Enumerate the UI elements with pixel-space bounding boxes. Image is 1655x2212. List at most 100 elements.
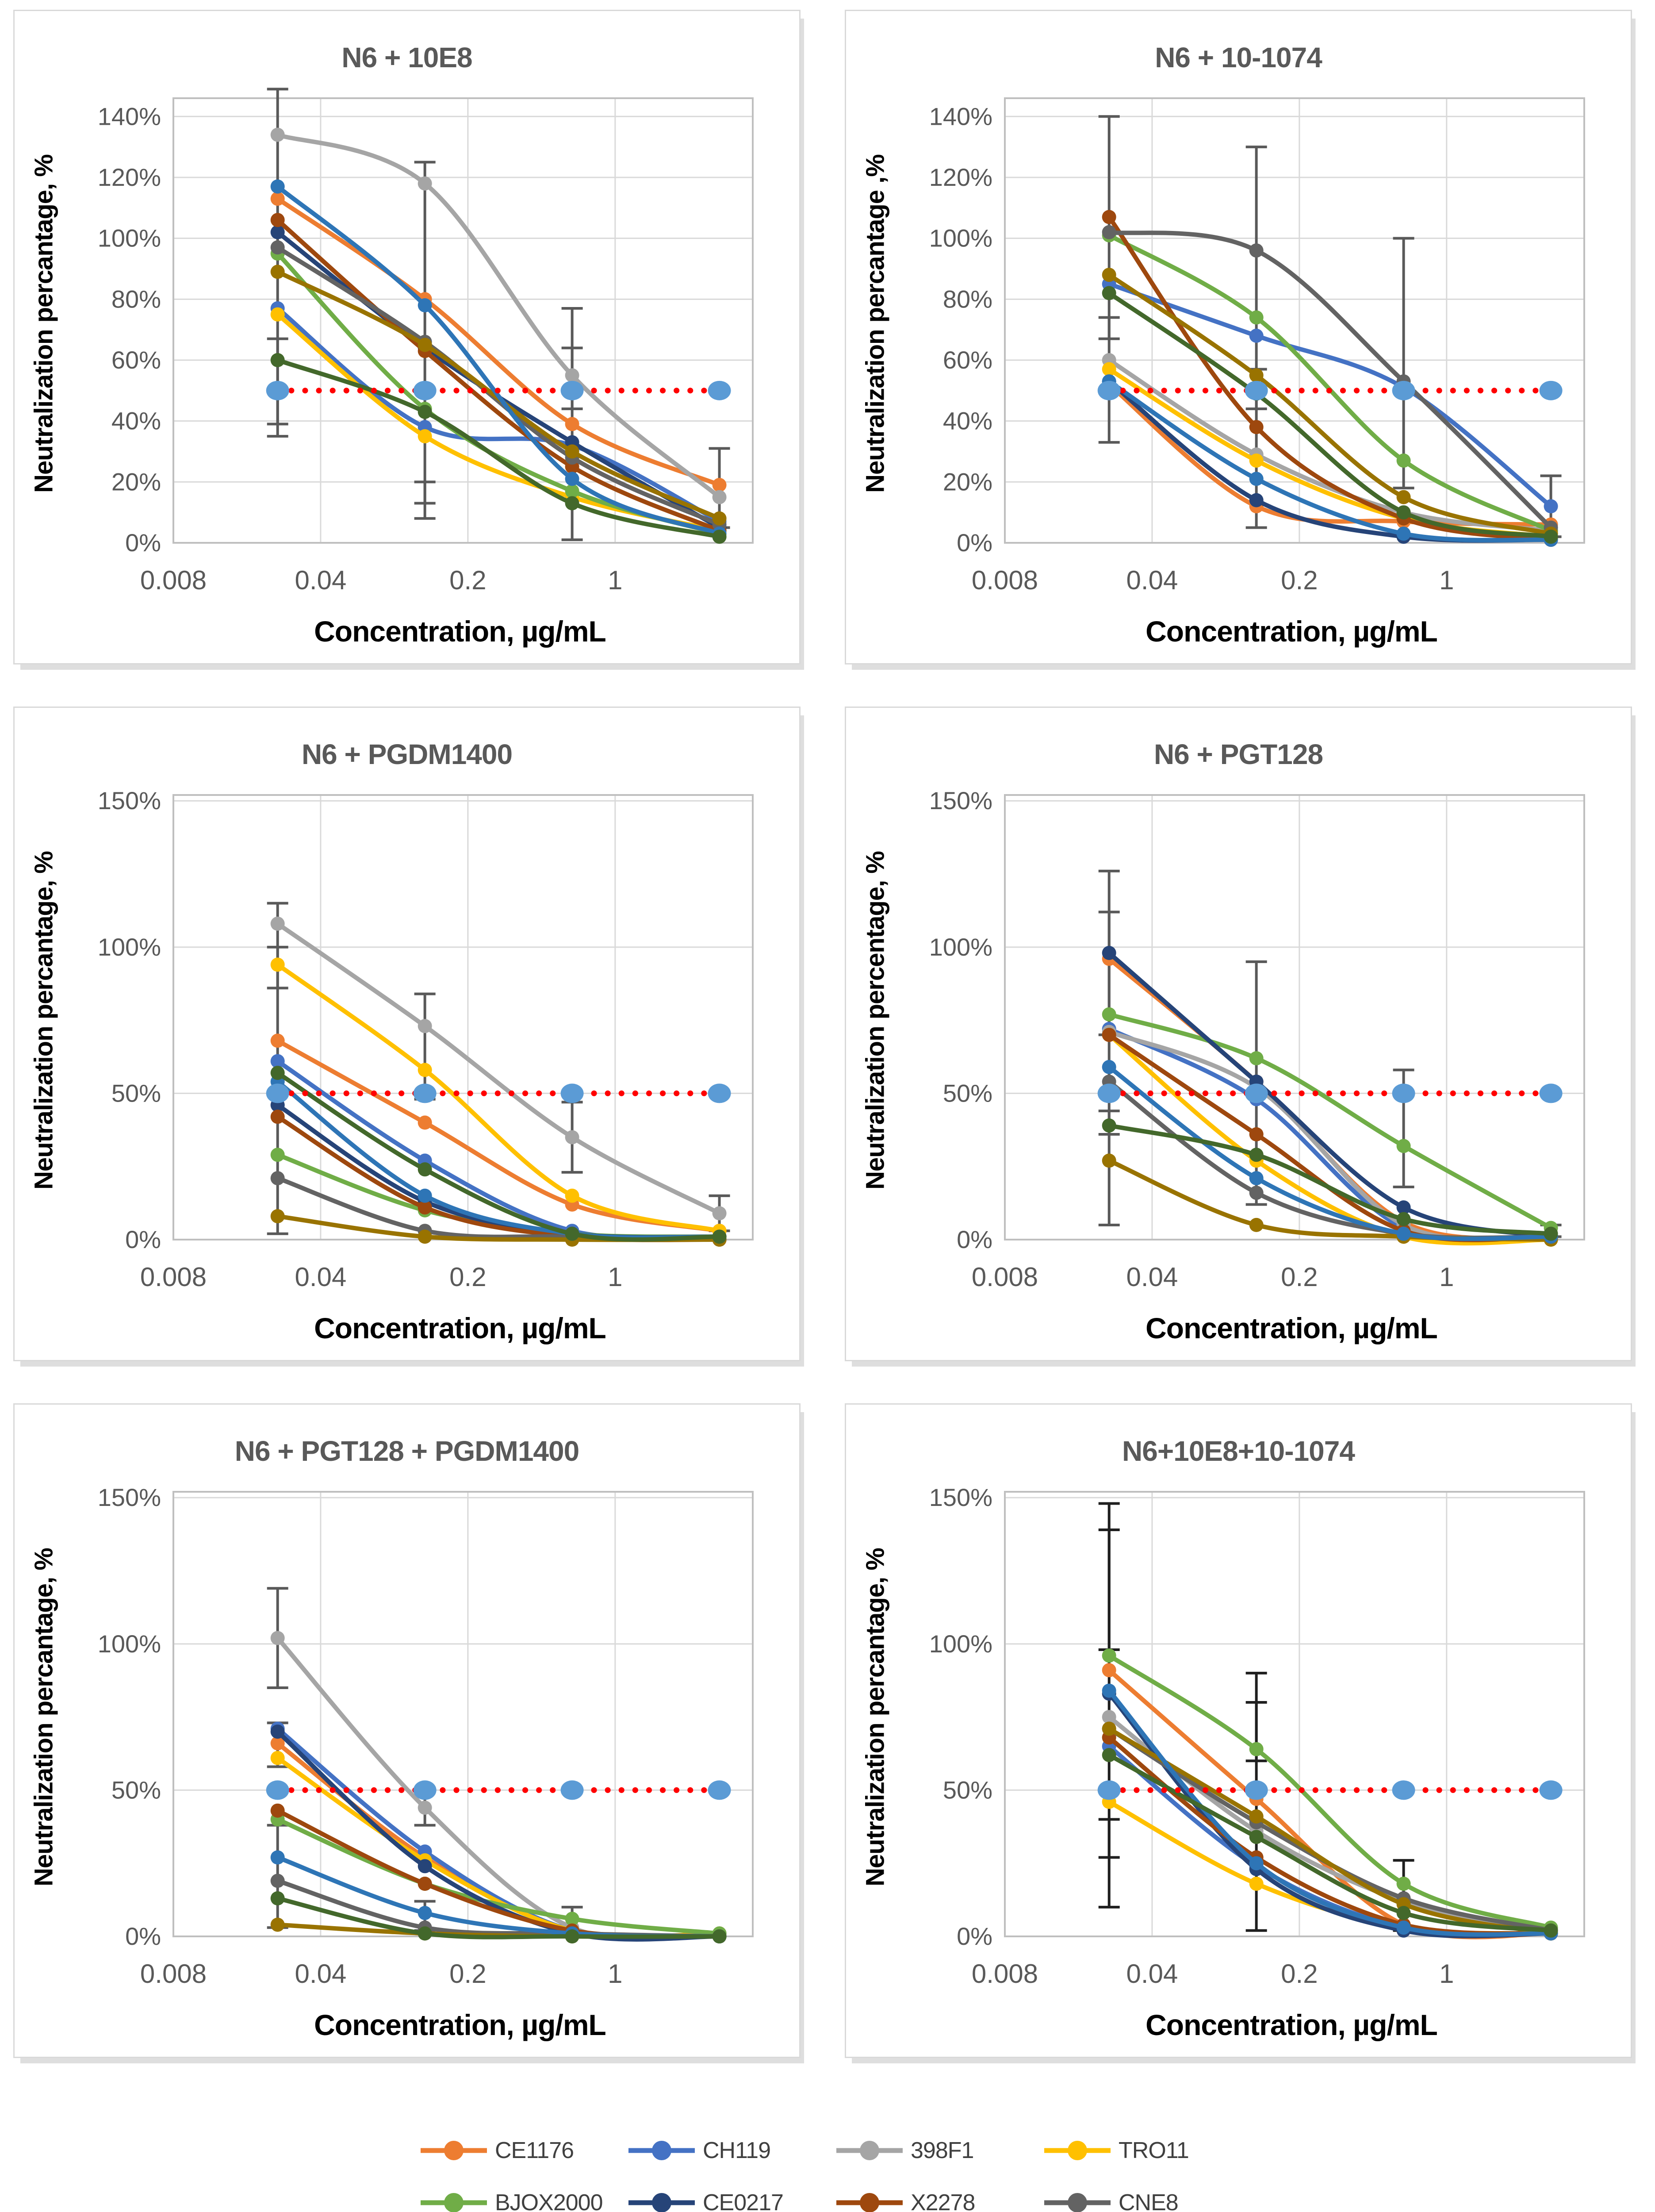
series-IC50 bbox=[266, 1083, 731, 1103]
y-axis-title: Neutralization percantage, % bbox=[29, 154, 58, 493]
legend-marker-398f1 bbox=[836, 2140, 903, 2161]
figure-legend: CE1176 CH119 398F1 TRO11 BJOX2000 CE0217… bbox=[421, 2124, 1270, 2212]
legend-marker-ce1176 bbox=[421, 2140, 487, 2161]
svg-text:0%: 0% bbox=[125, 1225, 161, 1253]
chart-canvas-n6-10e8-10-1074: 0% 50% 100% 150% 0.008 0.04 0.2 1 bbox=[929, 1483, 1585, 1989]
legend-label: X2278 bbox=[911, 2190, 975, 2212]
svg-text:120%: 120% bbox=[98, 163, 161, 191]
svg-text:0.04: 0.04 bbox=[1126, 565, 1178, 595]
svg-text:1: 1 bbox=[1439, 1262, 1454, 1292]
legend-label: 398F1 bbox=[911, 2138, 974, 2163]
legend-marker-x2278 bbox=[836, 2193, 903, 2212]
svg-text:0%: 0% bbox=[125, 1922, 161, 1950]
series-398F1 bbox=[270, 916, 727, 1221]
svg-text:0.2: 0.2 bbox=[1281, 1959, 1318, 1989]
chart-panel-n6-pgdm1400: N6 + PGDM1400 Neutralization percantage,… bbox=[13, 707, 801, 1361]
svg-text:100%: 100% bbox=[98, 1630, 161, 1658]
svg-text:0.2: 0.2 bbox=[1281, 1262, 1318, 1292]
svg-text:50%: 50% bbox=[111, 1776, 161, 1804]
svg-text:0%: 0% bbox=[957, 1225, 992, 1253]
svg-text:40%: 40% bbox=[943, 407, 992, 435]
chart-panel-n6-pgt128-pgdm1400: N6 + PGT128 + PGDM1400 Neutralization pe… bbox=[13, 1403, 801, 2058]
figure-grid: N6 + 10E8 Neutralization percantage, % 0… bbox=[13, 10, 1632, 2058]
svg-text:140%: 140% bbox=[929, 102, 992, 130]
svg-text:0.04: 0.04 bbox=[1126, 1959, 1178, 1989]
svg-text:0.008: 0.008 bbox=[972, 565, 1038, 595]
svg-text:0.2: 0.2 bbox=[1281, 565, 1318, 595]
y-axis-tick-labels: 0% 50% 100% 150% bbox=[98, 1483, 161, 1950]
svg-text:0.008: 0.008 bbox=[140, 565, 207, 595]
svg-text:0%: 0% bbox=[125, 529, 161, 557]
gridlines bbox=[1004, 794, 1585, 1240]
svg-text:50%: 50% bbox=[943, 1079, 992, 1107]
svg-text:0.04: 0.04 bbox=[295, 565, 347, 595]
svg-text:20%: 20% bbox=[943, 468, 992, 495]
svg-text:60%: 60% bbox=[111, 346, 161, 374]
chart-title: N6 + PGDM1400 bbox=[301, 738, 513, 770]
series-CE1176 bbox=[270, 192, 727, 492]
x-axis-title: Concentration, µg/mL bbox=[1145, 2008, 1438, 2041]
series-TRO11 bbox=[270, 307, 727, 538]
series-X2278 bbox=[270, 1803, 727, 1943]
gridlines bbox=[172, 1491, 754, 1937]
svg-text:0.008: 0.008 bbox=[140, 1959, 207, 1989]
svg-text:1: 1 bbox=[1439, 1959, 1454, 1989]
svg-text:0.008: 0.008 bbox=[140, 1262, 207, 1292]
legend-item-398f1: 398F1 bbox=[836, 2124, 1044, 2177]
y-axis-title: Neutralization percantage, % bbox=[861, 1548, 890, 1887]
x-axis-tick-labels: 0.008 0.04 0.2 1 bbox=[140, 1262, 623, 1292]
svg-text:150%: 150% bbox=[98, 787, 161, 814]
series-25710 bbox=[270, 1891, 727, 1943]
legend-marker-tro11 bbox=[1044, 2140, 1111, 2161]
svg-text:1: 1 bbox=[608, 1262, 622, 1292]
series-IC50 bbox=[1097, 380, 1563, 400]
y-axis-tick-labels: 0% 50% 100% 150% bbox=[929, 1483, 992, 1950]
series-IC50 bbox=[1097, 1083, 1563, 1103]
chart-panel-n6-10e8: N6 + 10E8 Neutralization percantage, % 0… bbox=[13, 10, 801, 664]
x-axis-tick-labels: 0.008 0.04 0.2 1 bbox=[972, 565, 1454, 595]
series-25710 bbox=[1102, 286, 1558, 544]
svg-text:0%: 0% bbox=[957, 529, 992, 557]
series-TRO11 bbox=[270, 957, 727, 1238]
chart-panel-n6-10-1074: N6 + 10-1074 Neutralization percantage ,… bbox=[845, 10, 1632, 664]
chart-title: N6+10E8+10-1074 bbox=[1122, 1435, 1355, 1467]
chart-title: N6 + 10E8 bbox=[341, 42, 472, 73]
y-axis-tick-labels: 0% 50% 100% 150% bbox=[98, 787, 161, 1253]
svg-text:1: 1 bbox=[608, 565, 622, 595]
chart-title: N6 + PGT128 bbox=[1153, 738, 1323, 770]
svg-text:80%: 80% bbox=[111, 285, 161, 313]
svg-text:40%: 40% bbox=[111, 407, 161, 435]
svg-text:1: 1 bbox=[1439, 565, 1454, 595]
svg-text:100%: 100% bbox=[929, 933, 992, 961]
chart-canvas-n6-10-1074: 0% 20% 40% 60% 80% 100% 120% 140% 0.008 0.04 0.2 1 bbox=[929, 97, 1585, 595]
series-X1632 bbox=[1102, 1683, 1558, 1941]
gridlines bbox=[1004, 1491, 1585, 1937]
legend-item-bjox2000: BJOX2000 bbox=[421, 2177, 628, 2212]
chart-panel-n6-10e8-10-1074: N6+10E8+10-1074 Neutralization percantag… bbox=[845, 1403, 1632, 2058]
svg-text:120%: 120% bbox=[929, 163, 992, 191]
svg-text:1: 1 bbox=[608, 1959, 622, 1989]
svg-text:0%: 0% bbox=[957, 1922, 992, 1950]
y-axis-tick-labels: 0% 20% 40% 60% 80% 100% 120% 140% bbox=[929, 102, 992, 557]
svg-text:100%: 100% bbox=[929, 224, 992, 252]
x-axis-title: Concentration, µg/mL bbox=[1145, 615, 1438, 648]
legend-item-cne8: CNE8 bbox=[1044, 2177, 1252, 2212]
svg-text:0.04: 0.04 bbox=[295, 1959, 347, 1989]
x-axis-title: Concentration, µg/mL bbox=[314, 2008, 606, 2041]
chart-title: N6 + PGT128 + PGDM1400 bbox=[234, 1435, 579, 1467]
legend-marker-ch119 bbox=[628, 2140, 695, 2161]
svg-text:0.008: 0.008 bbox=[972, 1262, 1038, 1292]
y-axis-title: Neutralization percantage ,% bbox=[861, 154, 890, 493]
y-axis-tick-labels: 0% 50% 100% 150% bbox=[929, 787, 992, 1253]
y-axis-tick-labels: 0% 20% 40% 60% 80% 100% 120% 140% bbox=[98, 102, 161, 557]
chart-title: N6 + 10-1074 bbox=[1155, 42, 1322, 73]
svg-text:0.04: 0.04 bbox=[295, 1262, 347, 1292]
legend-label: TRO11 bbox=[1119, 2138, 1189, 2163]
x-axis-tick-labels: 0.008 0.04 0.2 1 bbox=[972, 1262, 1454, 1292]
svg-text:20%: 20% bbox=[111, 468, 161, 495]
svg-text:60%: 60% bbox=[943, 346, 992, 374]
legend-label: BJOX2000 bbox=[495, 2190, 603, 2212]
svg-text:100%: 100% bbox=[98, 224, 161, 252]
y-axis-title: Neutralization percentage, % bbox=[861, 851, 890, 1190]
svg-text:150%: 150% bbox=[929, 1483, 992, 1511]
